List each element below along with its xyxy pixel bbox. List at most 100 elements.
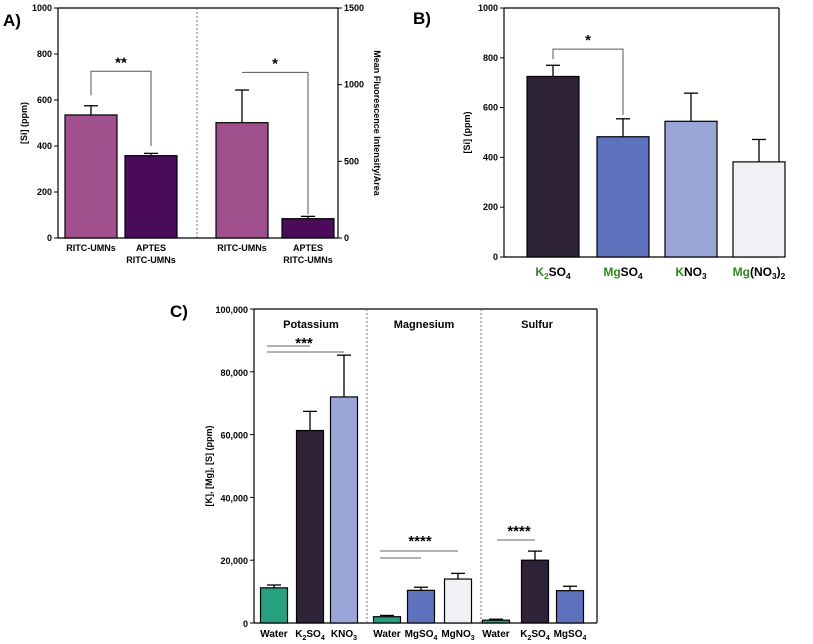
label-part: K	[675, 265, 684, 279]
panel-c-bar	[329, 396, 359, 624]
panel-c-ytick-label: 100,000	[215, 305, 248, 315]
panel-c-ylabel: [K], [Mg], [S] (ppm)	[204, 426, 214, 507]
panel-c-category-label: MgNO3	[441, 629, 474, 642]
panel-a-category-label: APTES	[293, 243, 323, 253]
panel-a-ytick-label: 1000	[32, 3, 52, 13]
panel-a-bar	[215, 122, 269, 239]
label-part: Mg	[603, 265, 620, 279]
label-part: 3	[353, 635, 357, 642]
label-part: SO	[306, 629, 321, 640]
panel-a-bar	[124, 155, 178, 239]
panel-a-bar	[281, 218, 335, 239]
panel-c-category-label: MgSO4	[405, 629, 438, 642]
panel-b-category-label: K2SO4	[535, 265, 571, 281]
panel-a-ytick-right-label: 1500	[344, 3, 364, 13]
label-part: K	[535, 265, 544, 279]
panel-b-ytick-label: 0	[493, 252, 498, 262]
label-part: Water	[260, 629, 288, 640]
panel-c-bar	[520, 559, 550, 624]
label-part: 3	[471, 635, 475, 642]
panel-a-ytick-label: 800	[37, 49, 52, 59]
panel-c-category-label: Water	[482, 629, 510, 640]
label-part: NO	[684, 265, 702, 279]
panel-a-ylabel-right: Mean Fluorescence Intensity/Area	[372, 50, 382, 197]
panel-c-category-label: K2SO4	[295, 629, 325, 642]
label-part: 2	[527, 635, 531, 642]
panel-c-bar	[406, 589, 436, 624]
panel-c-sig-stars: ****	[507, 523, 531, 540]
panel-c-group-name: Sulfur	[521, 319, 553, 331]
panel-c-category-label: K2SO4	[520, 629, 550, 642]
panel-a-sig-2-stars: *	[272, 55, 278, 72]
panel-a-label: A)	[3, 11, 21, 30]
panel-b-ytick-label: 200	[483, 202, 498, 212]
panel-b-ytick-label: 600	[483, 103, 498, 113]
label-part: 3	[772, 271, 777, 281]
label-part: 2	[302, 635, 306, 642]
panel-a-category-label: RITC-UMNs	[126, 255, 176, 265]
panel-b-bar	[664, 120, 718, 258]
panel-c-group-name: Magnesium	[394, 319, 455, 331]
label-part: MgSO	[554, 629, 583, 640]
panel-b-category-label: Mg(NO3)2	[733, 265, 786, 281]
panel-a-ylabel: [Si] (ppm)	[19, 102, 29, 144]
panel-c-group-name: Potassium	[283, 319, 339, 331]
panel-c-ytick-label: 60,000	[220, 431, 248, 441]
panel-b-category-label: MgSO4	[603, 265, 643, 281]
label-part: KNO	[331, 629, 353, 640]
label-part: MgSO	[405, 629, 434, 640]
panel-b-ytick-label: 1000	[478, 3, 498, 13]
label-part: (NO	[750, 265, 772, 279]
panel-a-ytick-label: 600	[37, 95, 52, 105]
panel-c-bar	[259, 587, 289, 624]
panel-a-sig-1-bracket	[90, 70, 152, 146]
panel-a-bar	[64, 114, 118, 239]
label-part: SO	[531, 629, 546, 640]
label-part: K	[295, 629, 303, 640]
panel-c-bar	[443, 578, 473, 624]
panel-c-category-label: KNO3	[331, 629, 357, 642]
label-part: Mg	[733, 265, 750, 279]
label-part: )	[777, 265, 781, 279]
panel-b-bar	[596, 136, 650, 258]
panel-a-sig-1-stars: **	[115, 54, 127, 71]
panel-b-category-label: KNO3	[675, 265, 707, 281]
panel-b-ytick-label: 800	[483, 53, 498, 63]
panel-c-bar	[295, 429, 325, 624]
panel-c-sig-stars: ****	[408, 533, 432, 550]
label-part: SO	[549, 265, 566, 279]
panel-a-category-label: RITC-UMNs	[283, 255, 333, 265]
panel-a-category-label: RITC-UMNs	[217, 243, 267, 253]
label-part: 2	[544, 271, 549, 281]
panel-b-ylabel: [Si] (ppm)	[462, 112, 472, 154]
label-part: 4	[638, 271, 643, 281]
panel-b-label: B)	[413, 9, 431, 28]
panel-a-category-label: APTES	[136, 243, 166, 253]
panel-b-bar	[732, 161, 786, 258]
panel-b-sig-bracket	[552, 48, 624, 116]
label-part: 4	[321, 635, 325, 642]
panel-c-ytick-label: 0	[243, 619, 248, 629]
panel-b-bar	[526, 75, 580, 258]
label-part: 2	[781, 271, 786, 281]
panel-a-ytick-label: 0	[47, 233, 52, 243]
label-part: 4	[566, 271, 571, 281]
label-part: SO	[621, 265, 638, 279]
panel-b-ytick-label: 400	[483, 152, 498, 162]
panel-a-ytick-right-label: 500	[344, 156, 359, 166]
panel-c-bar	[555, 590, 585, 624]
label-part: Water	[482, 629, 510, 640]
panel-c-category-label: MgSO4	[554, 629, 587, 642]
panel-a-ytick-right-label: 1000	[344, 80, 364, 90]
panel-c-bar	[372, 616, 402, 624]
panel-c-category-label: Water	[260, 629, 288, 640]
panel-a-sig-2-bracket	[242, 71, 309, 215]
panel-c-category-label: Water	[373, 629, 401, 640]
label-part: 4	[433, 635, 437, 642]
label-part: 3	[702, 271, 707, 281]
panel-c-ytick-label: 40,000	[220, 493, 248, 503]
label-part: MgNO	[441, 629, 471, 640]
panel-a-ytick-label: 400	[37, 141, 52, 151]
label-part: K	[520, 629, 528, 640]
panel-a-ytick-label: 200	[37, 187, 52, 197]
